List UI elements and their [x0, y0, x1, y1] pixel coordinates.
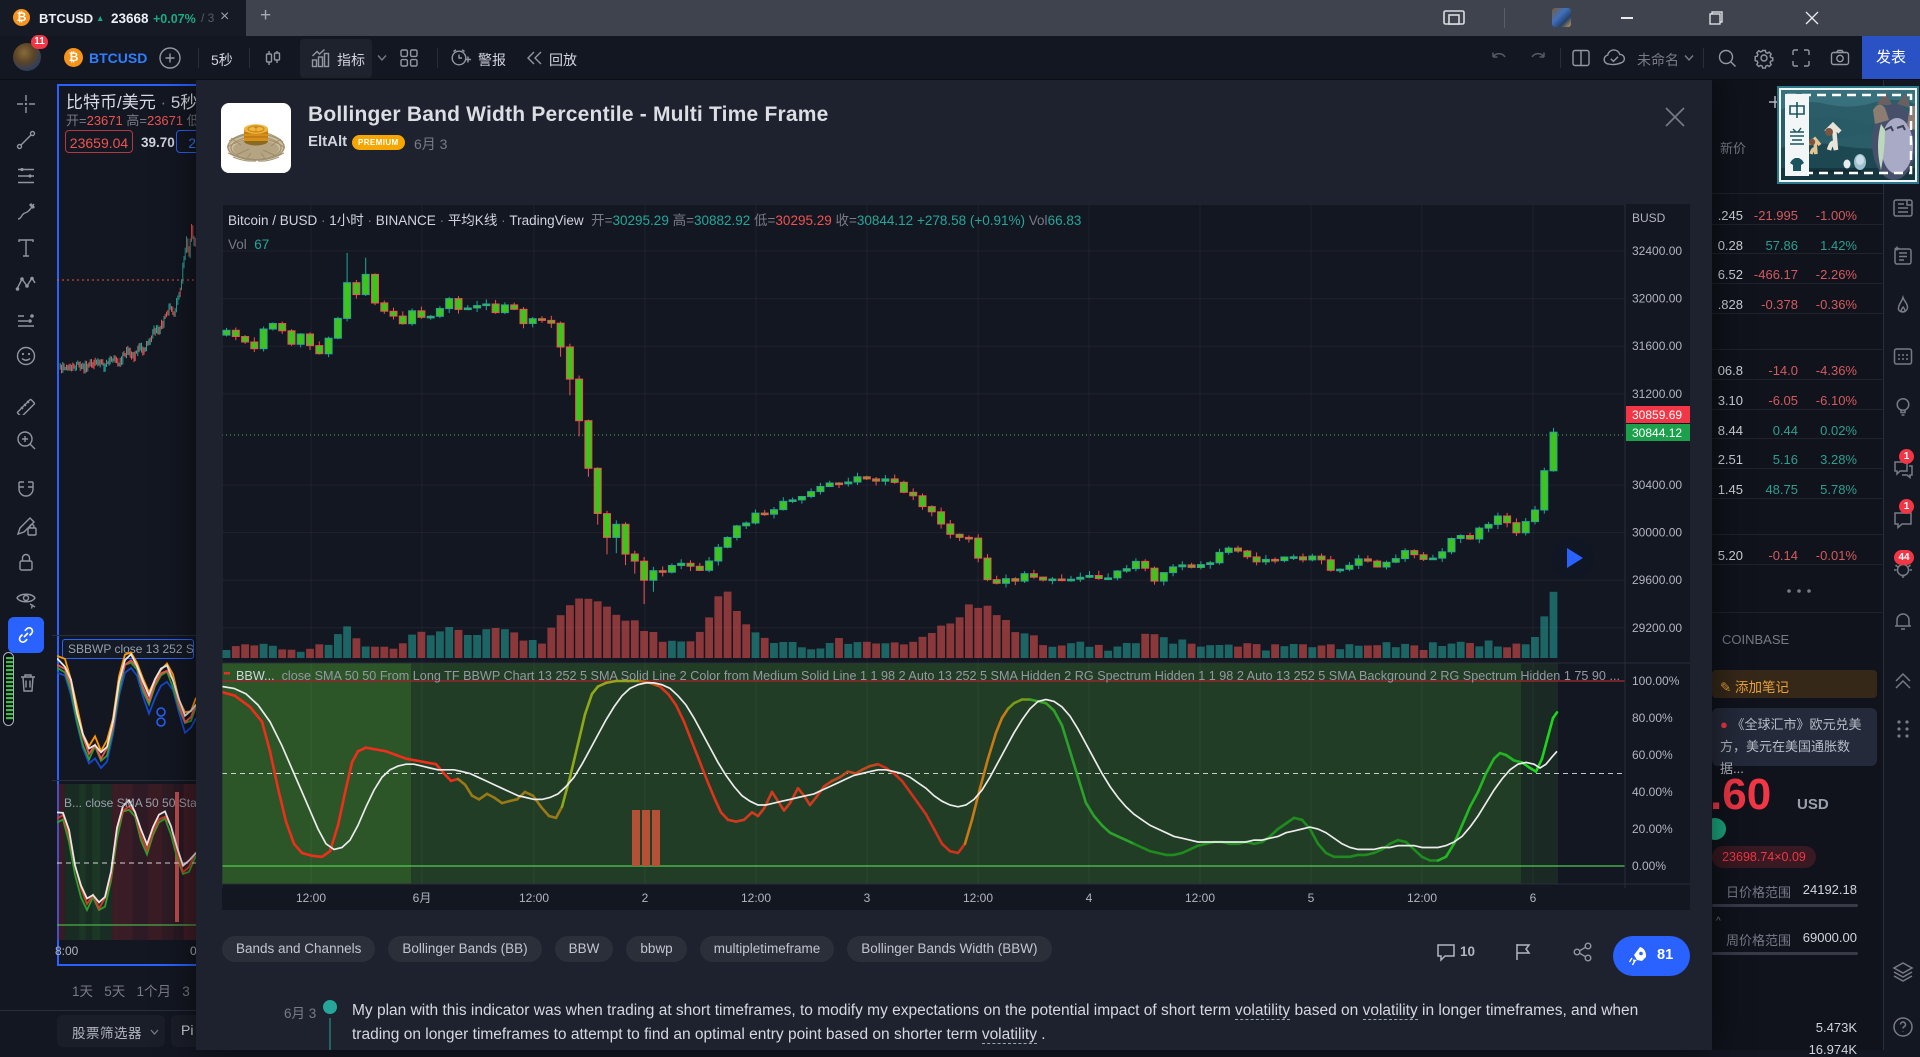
svg-text:12:00: 12:00	[1185, 891, 1215, 905]
svg-text:6: 6	[1530, 891, 1537, 905]
svg-text:31200.00: 31200.00	[1632, 387, 1682, 401]
svg-text:29600.00: 29600.00	[1632, 573, 1682, 587]
svg-text:12:00: 12:00	[519, 891, 549, 905]
svg-text:30400.00: 30400.00	[1632, 478, 1682, 492]
svg-text:80.00%: 80.00%	[1632, 711, 1673, 725]
svg-text:30000.00: 30000.00	[1632, 526, 1682, 540]
svg-text:100.00%: 100.00%	[1632, 674, 1680, 688]
svg-text:Bitcoin / BUSD · 1小时 · BINANCE: Bitcoin / BUSD · 1小时 · BINANCE · 平均K线 · …	[228, 212, 1081, 228]
svg-text:32400.00: 32400.00	[1632, 244, 1682, 258]
svg-text:30844.12: 30844.12	[1632, 426, 1682, 440]
svg-text:60.00%: 60.00%	[1632, 748, 1673, 762]
svg-text:12:00: 12:00	[963, 891, 993, 905]
svg-text:12:00: 12:00	[1407, 891, 1437, 905]
svg-text:31600.00: 31600.00	[1632, 339, 1682, 353]
svg-text:Vol 67: Vol 67	[228, 237, 269, 252]
svg-text:BUSD: BUSD	[1632, 211, 1666, 225]
svg-text:0.00%: 0.00%	[1632, 859, 1666, 873]
svg-text:30859.69: 30859.69	[1632, 408, 1682, 422]
svg-text:2: 2	[642, 891, 649, 905]
svg-text:29200.00: 29200.00	[1632, 621, 1682, 635]
svg-text:5: 5	[1308, 891, 1315, 905]
svg-text:12:00: 12:00	[741, 891, 771, 905]
svg-text:20.00%: 20.00%	[1632, 822, 1673, 836]
svg-text:32000.00: 32000.00	[1632, 292, 1682, 306]
svg-text:12:00: 12:00	[296, 891, 326, 905]
svg-text:6月: 6月	[413, 891, 432, 905]
svg-text:40.00%: 40.00%	[1632, 785, 1673, 799]
svg-text:3: 3	[864, 891, 871, 905]
svg-text:BBW... close SMA 50 50 From L: BBW... close SMA 50 50 From Long TF BBWP…	[236, 669, 1620, 683]
svg-text:4: 4	[1086, 891, 1093, 905]
